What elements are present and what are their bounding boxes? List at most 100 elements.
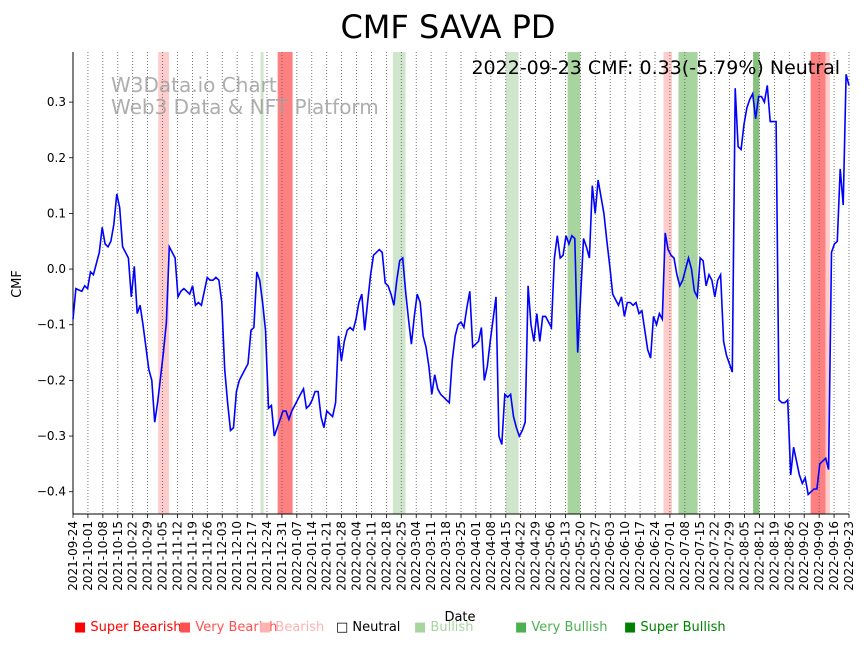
x-tick-label: 2022-05-13	[558, 521, 572, 591]
x-tick-label: 2022-09-02	[797, 521, 811, 591]
x-tick-label: 2022-07-08	[678, 521, 692, 591]
x-tick-label: 2022-08-12	[752, 521, 766, 591]
legend-swatch: □	[336, 620, 353, 635]
legend-label: Super Bullish	[640, 620, 726, 635]
x-tick-label: 2021-10-01	[81, 521, 95, 591]
x-tick-label: 2022-03-25	[454, 521, 468, 591]
band-bullish	[505, 52, 519, 514]
legend-item: ■ Super Bullish	[624, 620, 726, 635]
x-tick-label: 2022-09-23	[842, 521, 856, 591]
x-tick-label: 2022-03-18	[439, 521, 453, 591]
legend-label: Very Bearish	[195, 620, 278, 635]
x-tick-label: 2022-07-01	[663, 521, 677, 591]
x-tick-label: 2022-02-11	[364, 521, 378, 591]
watermark-line-1: W3Data.io Chart	[111, 73, 277, 97]
x-tick-label: 2022-04-22	[514, 521, 528, 591]
x-tick-label: 2022-08-26	[782, 521, 796, 591]
legend-item: ■ Bullish	[414, 620, 473, 635]
x-tick-label: 2021-11-19	[185, 521, 199, 591]
band-bearish	[162, 52, 169, 514]
legend-label: Neutral	[352, 620, 401, 635]
x-tick-label: 2021-11-05	[156, 521, 170, 591]
band-very-bearish	[277, 52, 293, 514]
y-tick-label: −0.2	[37, 373, 66, 387]
y-tick-label: 0.0	[47, 262, 66, 276]
x-tick-label: 2022-08-05	[738, 521, 752, 591]
band-bearish	[158, 52, 163, 514]
x-tick-label: 2021-12-17	[245, 521, 259, 591]
x-tick-label: 2021-12-10	[230, 521, 244, 591]
legend-swatch: ■	[179, 620, 196, 635]
band-bullish	[392, 52, 406, 514]
x-tick-label: 2022-07-22	[708, 521, 722, 591]
x-tick-label: 2022-06-17	[633, 521, 647, 591]
legend-label: Super Bearish	[90, 620, 182, 635]
legend-label: Bullish	[430, 620, 474, 635]
x-tick-label: 2021-12-03	[215, 521, 229, 591]
x-tick-label: 2022-01-21	[320, 521, 334, 591]
legend-swatch: ■	[624, 620, 641, 635]
band-bullish	[260, 52, 264, 514]
legend-swatch: ■	[515, 620, 532, 635]
x-tick-label: 2022-03-11	[424, 521, 438, 591]
x-tick-label: 2022-02-25	[394, 521, 408, 591]
legend-item: ■ Very Bullish	[515, 620, 607, 635]
legend-item: ■ Bearish	[259, 620, 324, 635]
cmf-series-line	[72, 74, 850, 497]
x-tick-label: 2021-10-29	[141, 521, 155, 591]
x-tick-label: 2022-04-15	[499, 521, 513, 591]
legend-item: □ Neutral	[336, 620, 400, 635]
x-ticks: 2021-09-24 2021-10-01 2021-10-08 2021-10-15…	[66, 514, 856, 591]
x-tick-label: 2022-01-07	[290, 521, 304, 591]
x-tick-label: 2022-05-06	[544, 521, 558, 591]
x-tick-label: 2021-09-24	[66, 521, 80, 591]
legend-label: Bearish	[275, 620, 325, 635]
y-tick-label: 0.2	[47, 151, 66, 165]
band-super-bullish-light	[753, 52, 760, 514]
x-tick-label: 2021-10-22	[126, 521, 140, 591]
x-tick-label: 2022-04-29	[529, 521, 543, 591]
x-tick-label: 2021-12-31	[275, 521, 289, 591]
y-tick-label: −0.4	[37, 485, 66, 499]
legend-item: ■ Super Bearish	[74, 620, 182, 635]
x-tick-label: 2021-12-24	[260, 521, 274, 591]
x-tick-label: 2021-11-26	[200, 521, 214, 591]
x-tick-label: 2022-05-27	[588, 521, 602, 591]
legend-item: ■ Very Bearish	[179, 620, 277, 635]
x-tick-label: 2022-01-14	[305, 521, 319, 591]
band-bearish	[663, 52, 673, 514]
chart-title: CMF SAVA PD	[340, 8, 555, 46]
x-tick-label: 2022-04-01	[469, 521, 483, 591]
x-tick-label: 2021-11-12	[170, 521, 184, 591]
signal-bands	[158, 52, 830, 514]
y-tick-label: 0.1	[47, 206, 66, 220]
watermark-line-2: Web3 Data & NFT Platform	[111, 95, 379, 119]
x-tick-label: 2022-06-10	[618, 521, 632, 591]
x-tick-label: 2022-09-09	[812, 521, 826, 591]
x-tick-label: 2022-03-04	[409, 521, 423, 591]
x-tick-label: 2022-06-03	[603, 521, 617, 591]
x-tick-label: 2021-10-08	[96, 521, 110, 591]
y-ticks: 0.3 0.2 0.1 0.0 −0.1 −0.2 −0.3 −0.4	[37, 95, 73, 499]
x-tick-label: 2022-06-24	[648, 521, 662, 591]
band-very-bullish	[678, 52, 698, 514]
band-very-bullish	[567, 52, 581, 514]
x-tick-label: 2022-09-16	[827, 521, 841, 591]
y-tick-label: −0.3	[37, 429, 66, 443]
legend-swatch: ■	[414, 620, 431, 635]
x-tick-label: 2022-08-19	[767, 521, 781, 591]
x-tick-label: 2022-02-04	[350, 521, 364, 591]
x-tick-label: 2021-10-15	[111, 521, 125, 591]
band-very-bearish	[810, 52, 826, 514]
x-tick-label: 2022-01-28	[335, 521, 349, 591]
latest-value-annotation: 2022-09-23 CMF: 0.33(-5.79%) Neutral	[471, 57, 840, 79]
x-tick-label: 2022-04-08	[484, 521, 498, 591]
legend-swatch: ■	[259, 620, 276, 635]
y-axis-label: CMF	[10, 270, 25, 298]
x-tick-label: 2022-07-15	[693, 521, 707, 591]
x-axis-label: Date	[444, 610, 475, 625]
legend-swatch: ■	[74, 620, 91, 635]
band-bearish	[825, 52, 830, 514]
legend-label: Very Bullish	[531, 620, 608, 635]
